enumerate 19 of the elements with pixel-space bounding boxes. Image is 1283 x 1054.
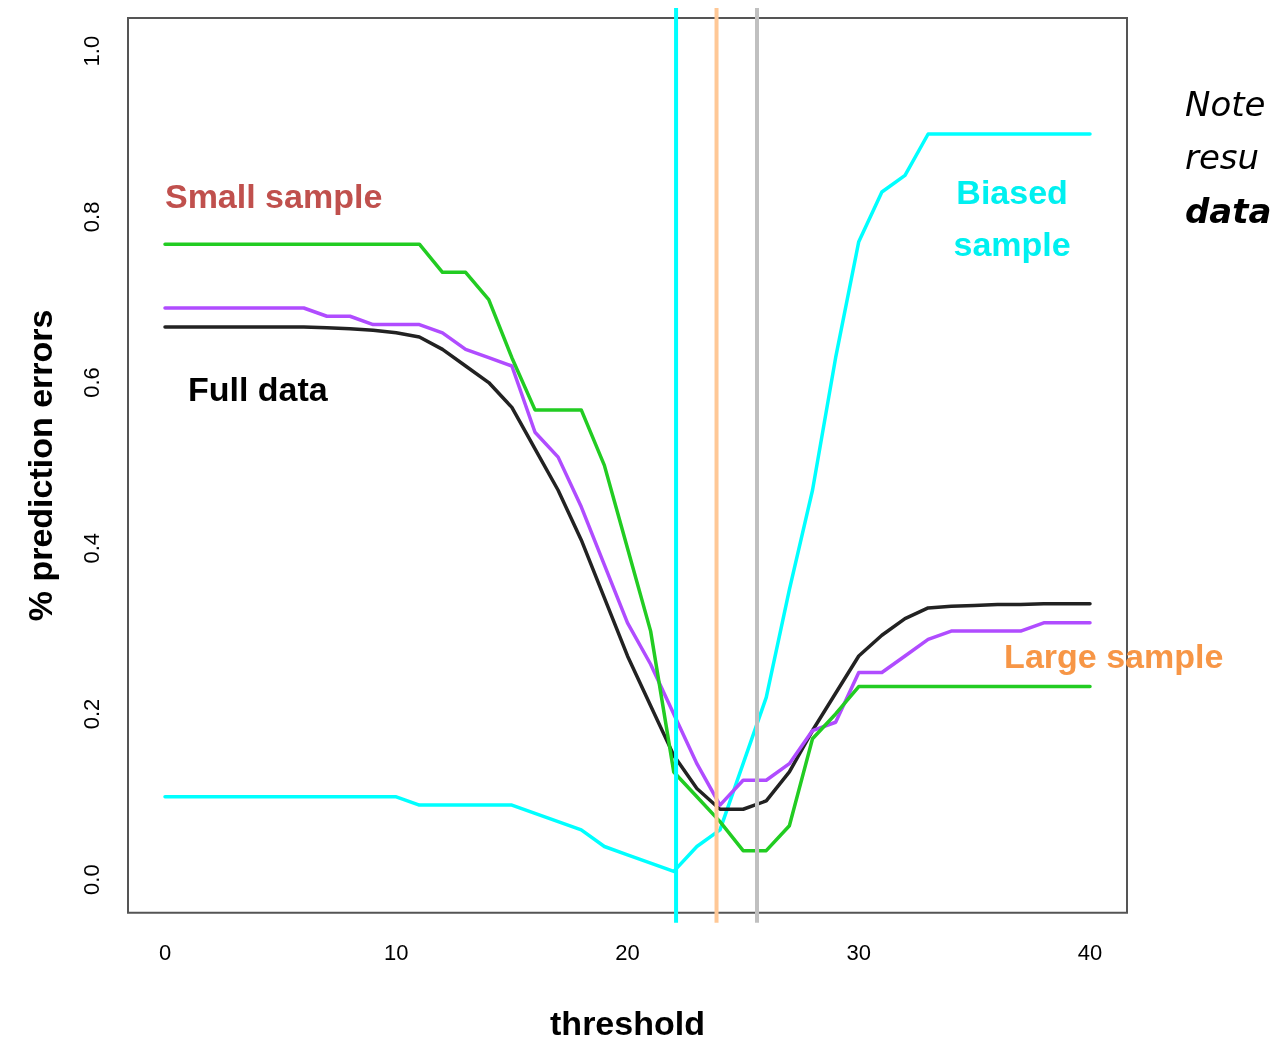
y-axis-title: % prediction errors (20, 309, 59, 622)
x-tick-label: 40 (1077, 940, 1103, 966)
y-tick-label: 0.0 (79, 864, 105, 895)
annotation: Biased sample (953, 172, 1071, 263)
text: Note (1184, 84, 1266, 125)
x-tick-label: 30 (846, 940, 871, 966)
y-tick-label: 1.0 (79, 35, 105, 67)
y-tick-label: 0.4 (79, 532, 105, 564)
annotation: Small sample (164, 177, 383, 216)
y-tick-label: 0.6 (79, 367, 105, 398)
x-tick-label: 0 (158, 940, 172, 966)
x-tick-label: 10 (384, 940, 409, 966)
y-tick-label: 0.2 (79, 698, 105, 730)
x-axis-title: threshold (550, 1003, 705, 1042)
text: resu (1184, 137, 1260, 178)
text: data (1184, 190, 1272, 231)
y-tick-label: 0.8 (79, 201, 105, 233)
x-tick-label: 20 (615, 940, 640, 966)
annotation: Full data (187, 370, 329, 409)
